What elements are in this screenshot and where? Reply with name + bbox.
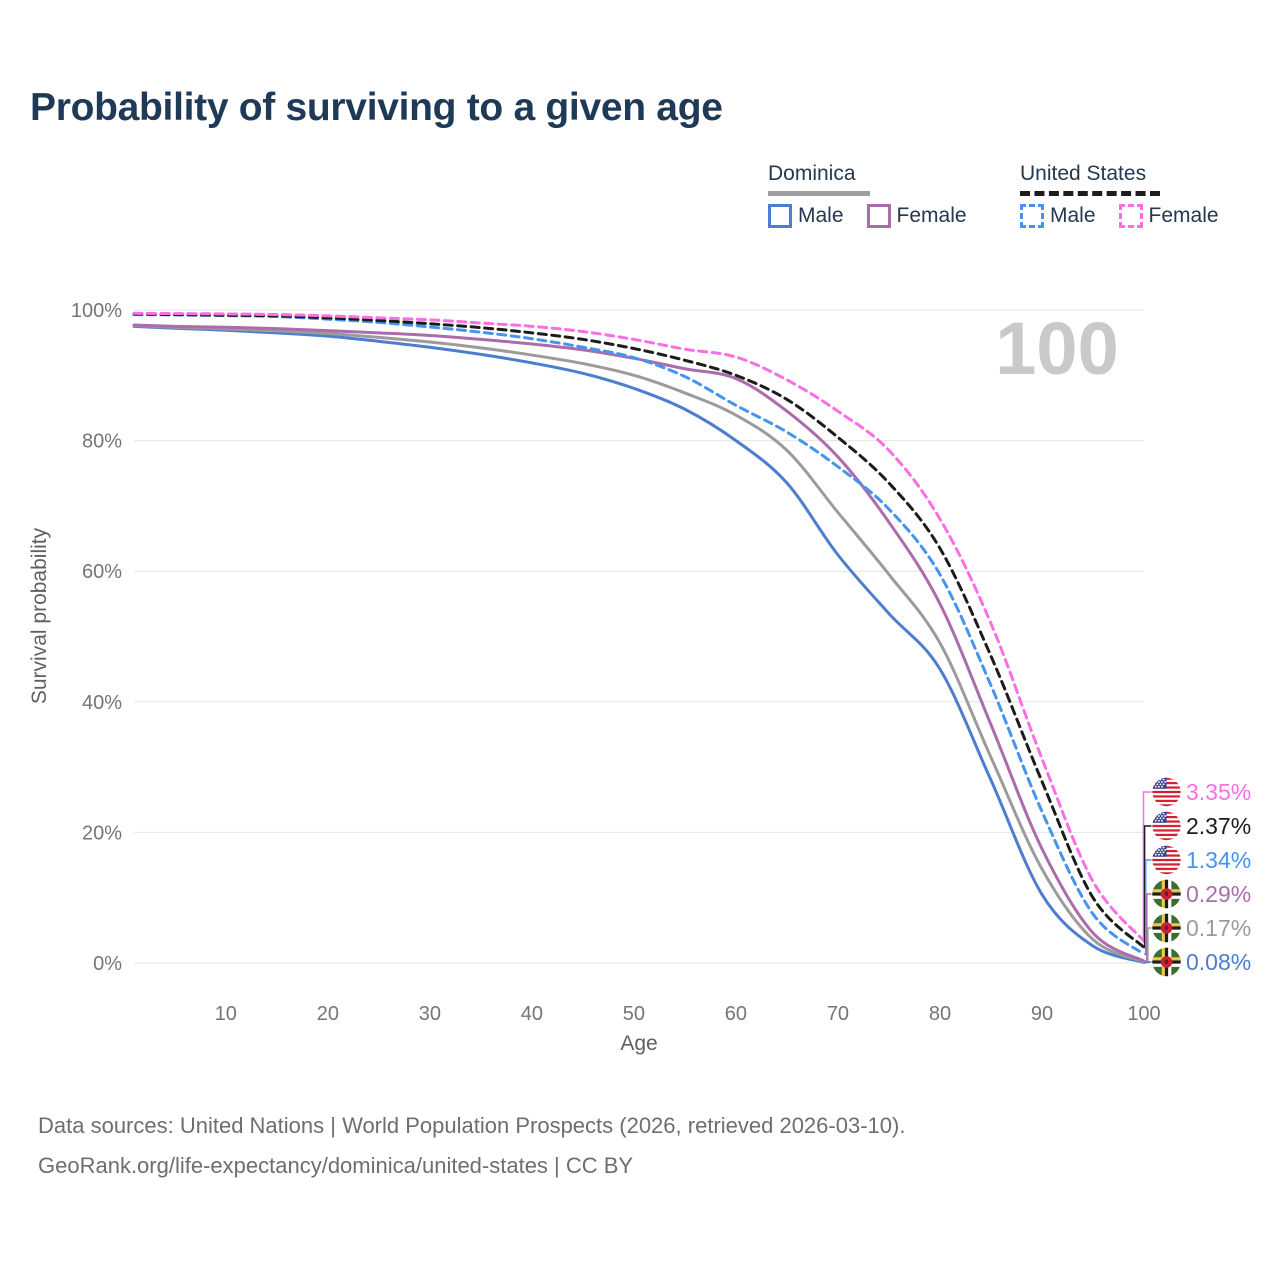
us-flag-icon (1152, 846, 1181, 875)
x-tick-label-20: 20 (317, 1003, 339, 1025)
x-tick-label-100: 100 (1127, 1003, 1160, 1025)
x-tick-label-80: 80 (929, 1003, 951, 1025)
x-tick-label-40: 40 (521, 1003, 543, 1025)
x-tick-label-10: 10 (215, 1003, 237, 1025)
page-title: Probability of surviving to a given age (30, 86, 723, 129)
legend-item-dominica-female[interactable]: Female (866, 204, 967, 228)
footer-data-sources: Data sources: United Nations | World Pop… (38, 1113, 906, 1138)
x-tick-label-30: 30 (419, 1003, 441, 1025)
us-flag-icon (1152, 812, 1181, 841)
curve-us-male (132, 313, 1146, 956)
y-tick-label-60: 60% (82, 561, 122, 583)
legend-country-dominica[interactable]: Dominica (768, 162, 870, 196)
end-label-us-total: 2.37% (1186, 813, 1251, 839)
us-male-swatch (1020, 204, 1044, 228)
footer-attribution: GeoRank.org/life-expectancy/dominica/uni… (38, 1153, 634, 1178)
dominica-female-swatch (866, 204, 891, 228)
leader-line-dominica-female (1144, 893, 1152, 962)
leader-line-us-female (1142, 791, 1152, 942)
leader-line-us-total (1143, 825, 1152, 949)
us-flag-icon (1152, 778, 1181, 807)
y-tick-label-100: 100% (71, 300, 122, 322)
end-label-dominica-total: 0.17% (1186, 915, 1251, 941)
x-tick-label-60: 60 (725, 1003, 747, 1025)
legend-group-dominica: Dominica Male Female (768, 162, 967, 228)
legend-label-dominica-female: Female (896, 204, 967, 227)
legend-item-us-male[interactable]: Male (1020, 204, 1096, 228)
x-axis-title: Age (620, 1032, 657, 1055)
dominica-male-swatch (768, 204, 792, 228)
curve-dominica-female (132, 323, 1146, 963)
legend-item-dominica-male[interactable]: Male (768, 204, 844, 228)
footer: Data sources: United Nations | World Pop… (38, 1106, 905, 1186)
curve-us-total (132, 312, 1146, 950)
end-label-dominica-male: 0.08% (1186, 949, 1251, 975)
x-tick-label-70: 70 (827, 1003, 849, 1025)
y-axis-title: Survival probability (28, 527, 51, 704)
legend-item-us-female[interactable]: Female (1118, 204, 1219, 228)
dominica-flag-icon (1152, 880, 1181, 909)
curve-dominica-total (132, 324, 1146, 964)
y-tick-label-20: 20% (82, 822, 122, 844)
curve-us-female (132, 311, 1146, 943)
x-tick-label-50: 50 (623, 1003, 645, 1025)
end-label-dominica-female: 0.29% (1186, 881, 1251, 907)
legend-label-dominica-male: Male (798, 204, 844, 227)
end-label-us-female: 3.35% (1186, 779, 1251, 805)
dominica-flag-icon (1152, 914, 1181, 943)
legend-label-us-female: Female (1148, 204, 1219, 227)
x-tick-label-90: 90 (1031, 1003, 1053, 1025)
dominica-flag-icon (1152, 948, 1181, 977)
y-tick-label-40: 40% (82, 692, 122, 714)
legend-label-us-male: Male (1050, 204, 1096, 227)
end-label-us-male: 1.34% (1186, 847, 1251, 873)
age-watermark: 100 (995, 307, 1118, 390)
legend-country-united-states[interactable]: United States (1020, 162, 1161, 196)
leader-line-us-male (1144, 859, 1152, 955)
legend-group-united-states: United States Male Female (1020, 162, 1219, 228)
y-tick-label-0: 0% (93, 953, 122, 975)
curve-dominica-male (132, 324, 1146, 964)
y-tick-label-80: 80% (82, 431, 122, 453)
us-female-swatch (1118, 204, 1143, 228)
